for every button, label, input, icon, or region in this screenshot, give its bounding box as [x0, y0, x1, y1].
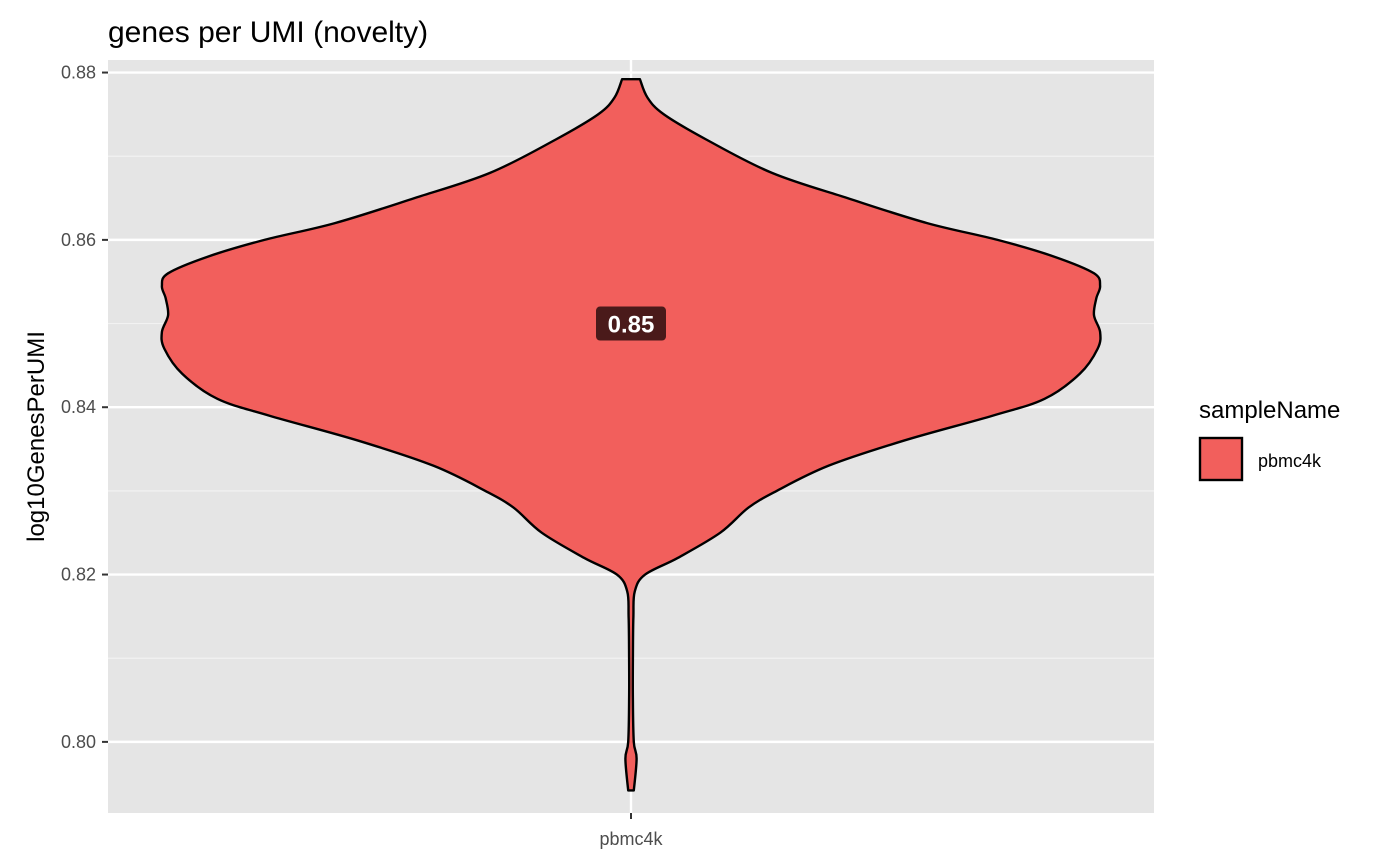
- y-tick-label: 0.88: [61, 63, 96, 83]
- chart-title: genes per UMI (novelty): [108, 16, 428, 49]
- violins: 0.85: [160, 78, 1102, 792]
- x-axis: pbmc4k: [599, 813, 664, 849]
- legend-title: sampleName: [1199, 397, 1340, 424]
- y-tick-label: 0.80: [61, 732, 96, 752]
- y-tick-label: 0.86: [61, 230, 96, 250]
- violin-pbmc4k: [160, 78, 1102, 792]
- y-tick-label: 0.84: [61, 397, 96, 417]
- y-axis: 0.80 0.82 0.84 0.86 0.88: [61, 63, 108, 752]
- y-axis-title: log10GenesPerUMI: [23, 331, 50, 542]
- legend-label-pbmc4k: pbmc4k: [1258, 451, 1322, 471]
- y-tick-label: 0.82: [61, 565, 96, 585]
- x-tick-label: pbmc4k: [599, 829, 663, 849]
- legend: sampleName pbmc4k: [1198, 397, 1340, 482]
- legend-key-pbmc4k: [1198, 436, 1244, 482]
- median-label: 0.85: [608, 312, 655, 339]
- median-label-bg: [596, 306, 666, 341]
